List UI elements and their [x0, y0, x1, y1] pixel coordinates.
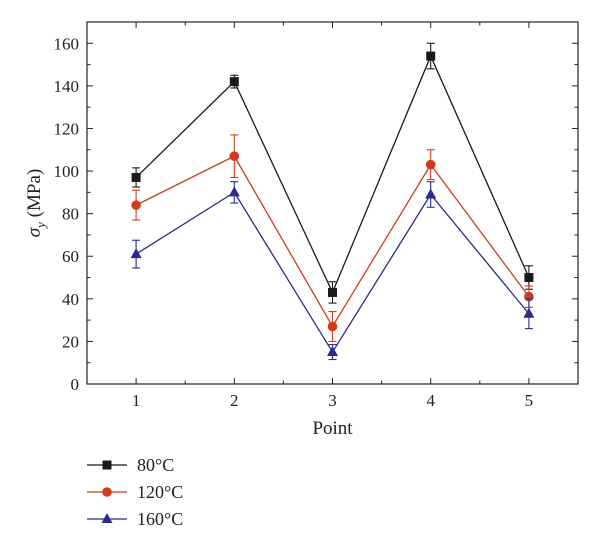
- legend-label: 120°C: [137, 482, 183, 502]
- data-point: [228, 186, 240, 197]
- chart-ticks: 0 20 40 60 80 100 120 140 160 1 2 3 4 5: [54, 22, 578, 410]
- legend-marker: [102, 460, 112, 470]
- legend-marker: [101, 513, 113, 523]
- y-tick-label: 20: [62, 332, 79, 351]
- series-line: [135, 54, 530, 295]
- legend-item: 80°C: [87, 455, 174, 475]
- y-tick-label: 160: [54, 34, 80, 53]
- legend-item: 160°C: [87, 509, 183, 529]
- data-point: [426, 51, 436, 61]
- legend-label: 80°C: [137, 455, 174, 475]
- legend-label: 160°C: [137, 509, 183, 529]
- legend-marker: [102, 487, 112, 497]
- legend-item: 120°C: [87, 482, 183, 502]
- y-axis-title: σy (MPa): [24, 169, 48, 237]
- data-point: [131, 200, 141, 210]
- y-tick-label: 40: [62, 290, 79, 309]
- data-point: [425, 159, 436, 170]
- y-axis-title-unit: (MPa): [24, 169, 45, 222]
- x-tick-label: 1: [132, 391, 141, 410]
- data-point: [327, 321, 338, 332]
- series-1: [131, 134, 534, 342]
- y-tick-label: 120: [54, 119, 80, 138]
- x-axis-title: Point: [312, 418, 353, 439]
- y-tick-label: 0: [71, 375, 80, 394]
- y-axis-title-subscript: y: [33, 222, 48, 230]
- series-0: [131, 42, 534, 304]
- x-tick-label: 2: [230, 391, 239, 410]
- data-point: [524, 273, 534, 283]
- data-point: [130, 248, 142, 259]
- y-axis-title-symbol: σ: [24, 227, 45, 237]
- data-point: [425, 188, 437, 199]
- data-point: [229, 77, 239, 87]
- series-2: [130, 181, 535, 361]
- data-point: [523, 307, 535, 318]
- x-tick-label: 5: [525, 391, 534, 410]
- data-point: [327, 346, 338, 357]
- data-point: [328, 287, 337, 297]
- chart-legend: 80°C 120°C 160°C: [87, 455, 183, 529]
- y-tick-label: 140: [54, 77, 80, 96]
- x-tick-label: 3: [328, 391, 337, 410]
- chart-series: [130, 42, 535, 361]
- data-point: [131, 172, 141, 182]
- y-tick-label: 100: [54, 162, 80, 181]
- y-tick-label: 80: [62, 205, 79, 224]
- y-tick-label: 60: [62, 247, 79, 266]
- data-point: [229, 151, 240, 161]
- x-tick-label: 4: [426, 391, 435, 410]
